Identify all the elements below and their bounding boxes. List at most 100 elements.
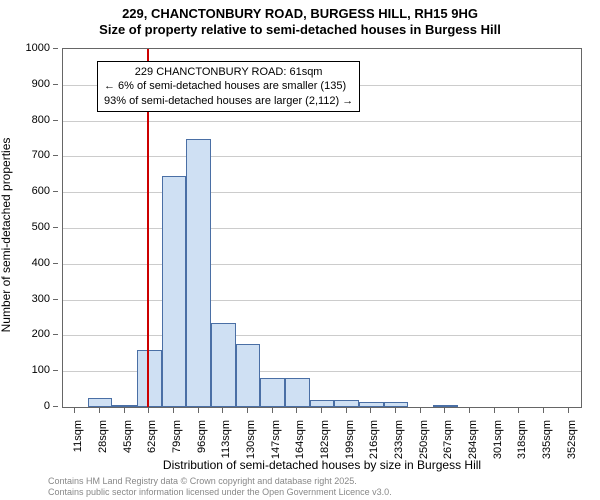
histogram-bar bbox=[285, 378, 310, 407]
x-tick-label: 130sqm bbox=[245, 420, 257, 459]
x-tick-label: 28sqm bbox=[97, 420, 109, 453]
gridline bbox=[63, 156, 581, 157]
x-tick-mark bbox=[124, 408, 125, 413]
histogram-bar bbox=[211, 323, 236, 407]
x-tick-mark bbox=[568, 408, 569, 413]
y-tick-mark bbox=[53, 84, 58, 85]
x-axis-label: Distribution of semi-detached houses by … bbox=[62, 458, 582, 472]
x-tick-label: 233sqm bbox=[393, 420, 405, 459]
footer-line-1: Contains HM Land Registry data © Crown c… bbox=[48, 476, 392, 487]
histogram-bar bbox=[88, 398, 113, 407]
y-tick-mark bbox=[53, 155, 58, 156]
y-tick-label: 0 bbox=[44, 400, 50, 412]
annotation-box: 229 CHANCTONBURY ROAD: 61sqm← 6% of semi… bbox=[97, 61, 360, 112]
x-tick-label: 11sqm bbox=[72, 420, 84, 452]
plot-area: 229 CHANCTONBURY ROAD: 61sqm← 6% of semi… bbox=[62, 48, 582, 408]
histogram-bar bbox=[310, 400, 335, 407]
y-tick-mark bbox=[53, 370, 58, 371]
gridline bbox=[63, 121, 581, 122]
x-tick-mark bbox=[148, 408, 149, 413]
x-tick-mark bbox=[518, 408, 519, 413]
gridline bbox=[63, 335, 581, 336]
x-tick-mark bbox=[296, 408, 297, 413]
y-tick-label: 300 bbox=[32, 293, 50, 305]
x-tick-mark bbox=[74, 408, 75, 413]
gridline bbox=[63, 300, 581, 301]
x-tick-mark bbox=[395, 408, 396, 413]
x-tick-mark bbox=[444, 408, 445, 413]
histogram-bar bbox=[162, 176, 187, 407]
x-tick-label: 199sqm bbox=[344, 420, 356, 459]
x-tick-label: 164sqm bbox=[294, 420, 306, 459]
y-tick-label: 1000 bbox=[26, 42, 50, 54]
annotation-line: 93% of semi-detached houses are larger (… bbox=[104, 94, 353, 108]
x-tick-mark bbox=[346, 408, 347, 413]
y-tick-label: 800 bbox=[32, 114, 50, 126]
x-tick-mark bbox=[272, 408, 273, 413]
y-tick-label: 500 bbox=[32, 221, 50, 233]
histogram-bar bbox=[384, 402, 409, 407]
x-tick-label: 45sqm bbox=[122, 420, 134, 453]
y-tick-mark bbox=[53, 334, 58, 335]
x-tick-label: 216sqm bbox=[368, 420, 380, 459]
x-tick-label: 250sqm bbox=[418, 420, 430, 459]
title-line-1: 229, CHANCTONBURY ROAD, BURGESS HILL, RH… bbox=[0, 6, 600, 22]
x-tick-label: 301sqm bbox=[492, 420, 504, 459]
x-tick-label: 284sqm bbox=[467, 420, 479, 459]
y-tick-mark bbox=[53, 299, 58, 300]
x-tick-label: 96sqm bbox=[196, 420, 208, 453]
x-tick-mark bbox=[247, 408, 248, 413]
y-tick-mark bbox=[53, 406, 58, 407]
annotation-line: 229 CHANCTONBURY ROAD: 61sqm bbox=[104, 65, 353, 79]
x-tick-mark bbox=[420, 408, 421, 413]
y-tick-label: 100 bbox=[32, 364, 50, 376]
gridline bbox=[63, 192, 581, 193]
y-tick-label: 600 bbox=[32, 185, 50, 197]
x-tick-label: 113sqm bbox=[220, 420, 232, 458]
chart-container: 229, CHANCTONBURY ROAD, BURGESS HILL, RH… bbox=[0, 0, 600, 500]
y-tick-label: 200 bbox=[32, 328, 50, 340]
y-axis: 01002003004005006007008009001000 bbox=[0, 48, 58, 408]
y-tick-mark bbox=[53, 227, 58, 228]
histogram-bar bbox=[112, 405, 137, 407]
histogram-bar bbox=[260, 378, 285, 407]
x-tick-mark bbox=[543, 408, 544, 413]
x-tick-mark bbox=[173, 408, 174, 413]
x-tick-label: 267sqm bbox=[442, 420, 454, 459]
histogram-bar bbox=[186, 139, 211, 408]
x-tick-label: 62sqm bbox=[146, 420, 158, 453]
x-tick-mark bbox=[222, 408, 223, 413]
y-tick-label: 900 bbox=[32, 78, 50, 90]
x-tick-label: 182sqm bbox=[319, 420, 331, 459]
histogram-bar bbox=[334, 400, 359, 407]
annotation-line: ← 6% of semi-detached houses are smaller… bbox=[104, 79, 353, 93]
chart-title: 229, CHANCTONBURY ROAD, BURGESS HILL, RH… bbox=[0, 0, 600, 39]
x-tick-mark bbox=[198, 408, 199, 413]
x-axis: 11sqm 28sqm 45sqm 62sqm 79sqm 96sqm 113sqm 130s… bbox=[62, 408, 582, 458]
y-tick-label: 400 bbox=[32, 257, 50, 269]
y-tick-mark bbox=[53, 48, 58, 49]
y-tick-mark bbox=[53, 191, 58, 192]
gridline bbox=[63, 228, 581, 229]
title-line-2: Size of property relative to semi-detach… bbox=[0, 22, 600, 38]
x-tick-mark bbox=[321, 408, 322, 413]
x-tick-label: 318sqm bbox=[516, 420, 528, 459]
y-tick-mark bbox=[53, 120, 58, 121]
histogram-bar bbox=[137, 350, 162, 407]
footer-credits: Contains HM Land Registry data © Crown c… bbox=[48, 476, 392, 498]
histogram-bar bbox=[359, 402, 384, 407]
x-tick-mark bbox=[99, 408, 100, 413]
x-tick-label: 147sqm bbox=[270, 420, 282, 459]
y-tick-mark bbox=[53, 263, 58, 264]
x-tick-label: 335sqm bbox=[541, 420, 553, 459]
histogram-bar bbox=[433, 405, 458, 407]
x-tick-label: 79sqm bbox=[171, 420, 183, 453]
gridline bbox=[63, 264, 581, 265]
x-tick-mark bbox=[370, 408, 371, 413]
footer-line-2: Contains public sector information licen… bbox=[48, 487, 392, 498]
x-tick-mark bbox=[494, 408, 495, 413]
x-tick-label: 352sqm bbox=[566, 420, 578, 459]
histogram-bar bbox=[236, 344, 261, 407]
y-tick-label: 700 bbox=[32, 149, 50, 161]
x-tick-mark bbox=[469, 408, 470, 413]
